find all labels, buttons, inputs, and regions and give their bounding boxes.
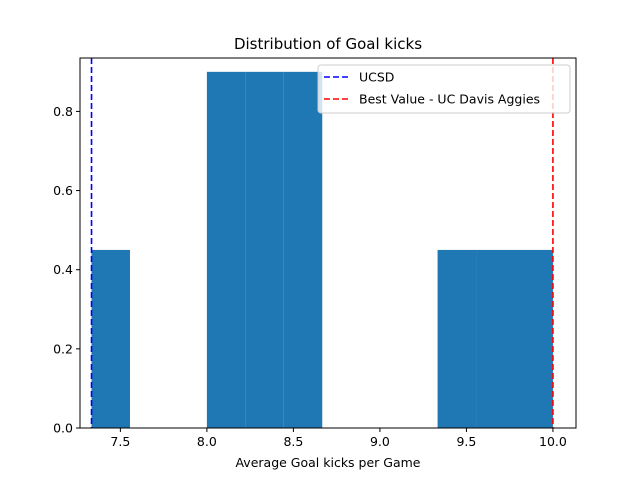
y-tick-label: 0.6 (53, 183, 73, 198)
y-tick-label: 0.2 (53, 341, 73, 356)
y-tick-label: 0.0 (53, 421, 73, 436)
y-tick-label: 0.8 (53, 104, 73, 119)
legend-box (317, 64, 571, 114)
y-axis-ticks: 0.0 0.2 0.4 0.6 0.8 (53, 104, 80, 436)
x-tick-label: 9.0 (370, 434, 390, 449)
histogram-bar (206, 71, 246, 428)
x-tick-label: 8.0 (197, 434, 217, 449)
x-tick-label: 9.5 (456, 434, 476, 449)
histogram-bar (245, 71, 284, 428)
reference-lines-group (90, 58, 554, 428)
x-tick-label: 10.0 (539, 434, 567, 449)
x-axis-ticks: 7.5 8.0 8.5 9.0 9.5 10.0 (110, 428, 567, 449)
histogram-bar (437, 249, 477, 428)
histogram-bar (476, 249, 515, 428)
bars-group (91, 71, 553, 428)
x-axis-label: Average Goal kicks per Game (235, 455, 420, 470)
y-tick-label: 0.4 (53, 262, 73, 277)
histogram-bar (283, 71, 323, 428)
legend-entry-0: UCSD (359, 70, 394, 85)
x-tick-label: 7.5 (110, 434, 130, 449)
legend-entry-1: Best Value - UC Davis Aggies (359, 92, 540, 107)
legend: UCSD Best Value - UC Davis Aggies (317, 64, 571, 114)
plot-frame (79, 57, 577, 429)
histogram-bar (514, 249, 553, 428)
histogram-bar (91, 249, 130, 428)
chart-title: Distribution of Goal kicks (234, 35, 422, 53)
x-tick-label: 8.5 (283, 434, 303, 449)
